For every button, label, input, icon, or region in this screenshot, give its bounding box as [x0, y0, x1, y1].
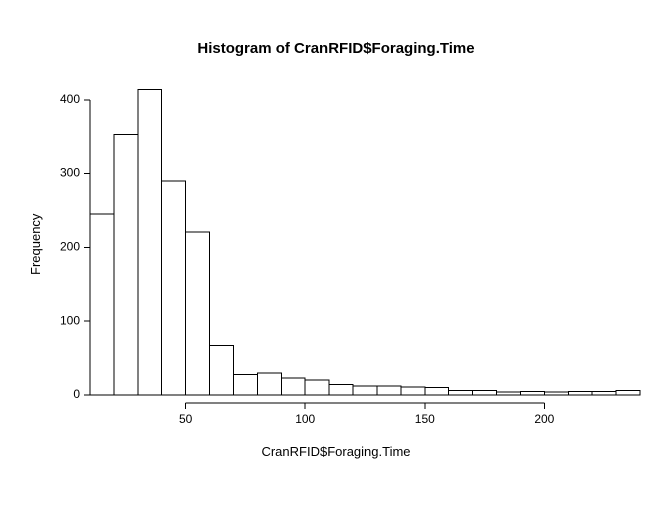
- y-tick-label: 300: [60, 166, 80, 180]
- histogram-bar: [497, 392, 521, 395]
- histogram-bar: [473, 391, 497, 395]
- y-tick-label: 0: [73, 387, 80, 401]
- y-tick-label: 400: [60, 92, 80, 106]
- histogram-bar: [162, 181, 186, 395]
- x-tick-label: 150: [415, 412, 435, 426]
- histogram-bar: [401, 387, 425, 395]
- y-axis-label: Frequency: [28, 214, 43, 275]
- histogram-bar: [592, 391, 616, 395]
- chart-svg: 0 100 200 300 400 50 100 150 200: [0, 0, 672, 509]
- histogram-bar: [90, 214, 114, 395]
- histogram-bar: [329, 385, 353, 395]
- histogram-bar: [544, 392, 568, 395]
- x-tick-label: 200: [534, 412, 554, 426]
- histogram-bar: [257, 373, 281, 395]
- y-tick-label: 200: [60, 240, 80, 254]
- chart-title: Histogram of CranRFID$Foraging.Time: [0, 40, 672, 57]
- x-axis-label: CranRFID$Foraging.Time: [0, 444, 672, 459]
- histogram-bar: [425, 388, 449, 395]
- histogram-bar: [568, 391, 592, 395]
- histogram-bar: [114, 134, 138, 395]
- histogram-bar: [353, 386, 377, 395]
- histogram-bar: [233, 374, 257, 395]
- histogram-bar: [138, 89, 162, 395]
- histogram-bar: [377, 386, 401, 395]
- histogram-bar: [305, 380, 329, 395]
- histogram-bar: [210, 346, 234, 395]
- histogram-plot: Histogram of CranRFID$Foraging.Time 0 100…: [0, 0, 672, 509]
- histogram-bar: [449, 391, 473, 395]
- histogram-bar: [281, 378, 305, 395]
- histogram-bar: [520, 391, 544, 395]
- histogram-bar: [186, 232, 210, 395]
- x-tick-label: 100: [295, 412, 315, 426]
- x-tick-label: 50: [179, 412, 193, 426]
- histogram-bar: [616, 391, 640, 395]
- y-tick-label: 100: [60, 313, 80, 327]
